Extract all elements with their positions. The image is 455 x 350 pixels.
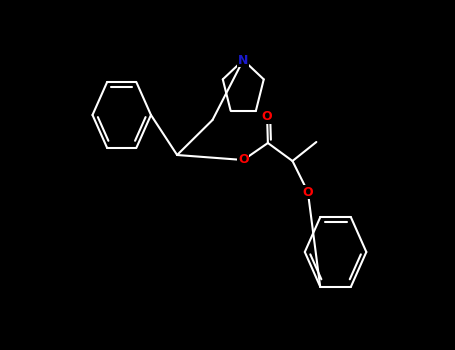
Text: O: O <box>303 186 313 198</box>
Text: N: N <box>238 54 248 66</box>
Text: O: O <box>238 154 248 167</box>
Text: O: O <box>262 111 273 124</box>
